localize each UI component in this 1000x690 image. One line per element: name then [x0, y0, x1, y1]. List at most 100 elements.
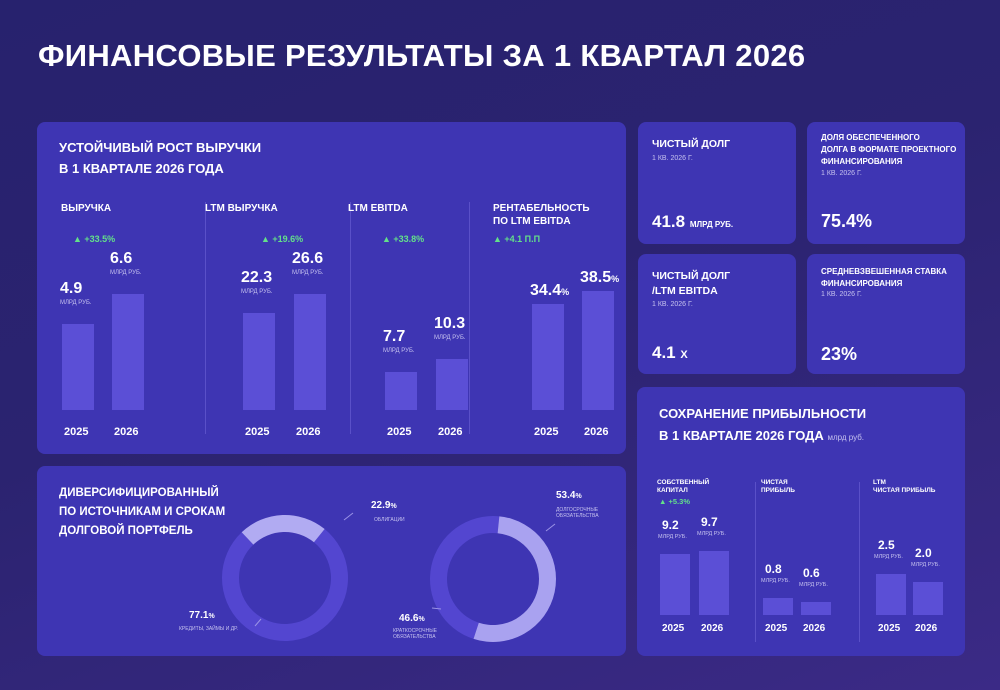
value-unit: МЛРД РУБ. [110, 270, 142, 276]
weighted-rate-value: 23% [821, 344, 858, 364]
value-label: 26.6 МЛРД РУБ. [292, 250, 324, 276]
value-number: 2.0 [915, 546, 932, 561]
net-debt-ebitda-unit: Х [680, 349, 688, 361]
secured-debt-share-value: 75.4% [821, 211, 873, 231]
value-unit: % [611, 274, 620, 284]
value-number: 9.7 [701, 515, 718, 529]
value-number: 6.6 [110, 250, 133, 267]
value-number: 26.6 [292, 250, 324, 267]
value-number: 4.9 [60, 279, 83, 297]
leader-line [431, 607, 442, 610]
leader-line [545, 523, 556, 532]
net-debt-card: ЧИСТЫЙ ДОЛГ 1 КВ. 2026 Г. 41.8 МЛРД РУБ. [638, 122, 796, 244]
slice-loans [222, 529, 349, 641]
value-number: 34.4 [530, 281, 562, 299]
title-line: /LTM EBITDA [652, 285, 718, 297]
debt-portfolio-donuts: 22.9% ОБЛИГАЦИИ 77.1% КРЕДИТЫ, ЗАЙМЫ И ДР. 5… [179, 490, 599, 642]
equity-chart: СОБСТВЕННЫЙ КАПИТАЛ ▲ +5.3% 9.2 МЛРД РУБ. 202… [657, 479, 757, 649]
year-label: 2026 [803, 623, 826, 634]
value-label: 6.6 МЛРД РУБ. [110, 250, 142, 276]
page-title: ФИНАНСОВЫЕ РЕЗУЛЬТАТЫ ЗА 1 КВАРТАЛ 2026 [38, 38, 806, 73]
year-label: 2026 [438, 426, 463, 438]
long-term-value: 53.4% [556, 490, 582, 501]
ltm-revenue-chart: LTM ВЫРУЧКА ▲ +19.6% 22.3 МЛРД РУБ. 2025 26.6… [205, 202, 335, 442]
chart-title: LTM ВЫРУЧКА [205, 203, 278, 214]
bar-2025 [876, 574, 906, 615]
net-debt-ebitda-period: 1 КВ. 2026 Г. [652, 301, 693, 308]
bar-2026 [112, 294, 144, 410]
slice-short-term [429, 516, 500, 639]
value-unit: % [390, 503, 397, 510]
leader-line [254, 618, 262, 627]
year-label: 2025 [534, 426, 559, 438]
value-number: 2.5 [878, 538, 895, 552]
chart-title: ВЫРУЧКА [61, 203, 112, 214]
value-number: 0.8 [765, 562, 782, 576]
bar-2025 [660, 554, 690, 615]
secured-debt-share-card: ДОЛЯ ОБЕСПЕЧЕННОГО ДОЛГА В ФОРМАТЕ ПРОЕК… [807, 122, 965, 244]
value-number: 38.5 [580, 269, 612, 286]
value-label: 4.9 МЛРД РУБ. [60, 280, 92, 306]
profitability-card: СОХРАНЕНИЕ ПРИБЫЛЬНОСТИ В 1 КВАРТАЛЕ 202… [637, 387, 965, 656]
divider [205, 202, 206, 434]
value-unit: МЛРД РУБ. [292, 270, 324, 276]
revenue-chart: ВЫРУЧКА ▲ +33.5% 4.9 МЛРД РУБ. 2025 6.6 МЛРД Р… [60, 202, 191, 442]
title-line: ДОЛГОВОЙ ПОРТФЕЛЬ [59, 525, 193, 537]
net-debt-value: 41.8 [652, 212, 686, 231]
value-unit: % [561, 286, 570, 297]
weighted-rate-title: СРЕДНЕВЗВЕШЕННАЯ СТАВКА ФИНАНСИРОВАНИЯ [821, 266, 947, 290]
bonds-value: 22.9% [371, 500, 397, 511]
chart-title-line: ПО LTM EBITDA [493, 216, 571, 227]
year-label: 2025 [245, 426, 270, 438]
title-line: СРЕДНЕВЗВЕШЕННАЯ СТАВКА [821, 267, 947, 276]
change-badge: ▲ +33.8% [382, 234, 425, 244]
value-unit: % [575, 493, 582, 500]
bar-2026 [913, 582, 943, 615]
debt-portfolio-card: ДИВЕРСИФИЦИРОВАННЫЙ ПО ИСТОЧНИКАМ И СРОК… [37, 466, 626, 656]
divider [469, 202, 470, 434]
year-label: 2026 [296, 426, 321, 438]
value-number: 9.2 [662, 518, 679, 533]
value-label: 22.3 МЛРД РУБ. [241, 269, 273, 295]
net-debt-unit: МЛРД РУБ. [689, 220, 734, 229]
bar-2026 [699, 551, 729, 615]
bonds-label: ОБЛИГАЦИИ [374, 517, 405, 523]
value-unit: МЛРД РУБ. [434, 335, 466, 341]
long-term-label-line2: ОБЯЗАТЕЛЬСТВА [556, 513, 599, 519]
bar-2026 [294, 294, 326, 410]
value-label: 7.7 МЛРД РУБ. [383, 328, 415, 354]
change-badge: ▲ +4.1 П.П [493, 234, 541, 244]
slice-long-term [473, 516, 556, 642]
year-label: 2026 [701, 623, 724, 634]
bar-2025 [243, 312, 275, 410]
value-label: 0.8 МЛРД РУБ. [761, 562, 790, 584]
change-badge: ▲ +5.3% [659, 497, 690, 506]
title-line: СОХРАНЕНИЕ ПРИБЫЛЬНОСТИ [659, 406, 867, 421]
chart-title: LTM ЧИСТАЯ ПРИБЫЛЬ [873, 479, 935, 495]
value-unit: МЛРД РУБ. [60, 299, 92, 306]
profitability-unit-note: млрд руб. [827, 433, 865, 442]
weighted-rate-card: СРЕДНЕВЗВЕШЕННАЯ СТАВКА ФИНАНСИРОВАНИЯ 1… [807, 254, 965, 374]
value-number: 0.6 [803, 566, 820, 581]
title-line: УСТОЙЧИВЫЙ РОСТ ВЫРУЧКИ [59, 140, 262, 155]
chart-title: ЧИСТАЯ ПРИБЫЛЬ [761, 479, 795, 495]
long-term-label-line1: ДОЛГОСРОЧНЫЕ [556, 507, 599, 513]
year-label: 2025 [64, 426, 89, 438]
chart-title-line: СОБСТВЕННЫЙ [657, 479, 710, 486]
divider [755, 482, 756, 642]
bar-2025 [385, 371, 417, 410]
value-number: 22.3 [241, 268, 273, 286]
chart-title-line: ЧИСТАЯ ПРИБЫЛЬ [873, 487, 936, 494]
title-line: ФИНАНСИРОВАНИЯ [821, 279, 903, 288]
value-unit: МЛРД РУБ. [911, 562, 940, 569]
title-line: ФИНАНСИРОВАНИЯ [821, 157, 903, 166]
value-label: 9.7 МЛРД РУБ. [697, 515, 726, 537]
year-label: 2025 [387, 426, 412, 438]
year-label: 2026 [584, 426, 609, 438]
title-line: ДОЛЯ ОБЕСПЕЧЕННОГО [821, 133, 920, 142]
chart-title-line: РЕНТАБЕЛЬНОСТЬ [493, 203, 590, 214]
chart-title-line: ПРИБЫЛЬ [761, 487, 795, 494]
net-debt-ebitda-title: ЧИСТЫЙ ДОЛГ /LTM EBITDA [652, 269, 730, 299]
value-unit: МЛРД РУБ. [799, 582, 828, 589]
ltm-ebitda-chart: LTM EBITDA ▲ +33.8% 7.7 МЛРД РУБ. 2025 10.3 МЛ… [348, 202, 478, 442]
